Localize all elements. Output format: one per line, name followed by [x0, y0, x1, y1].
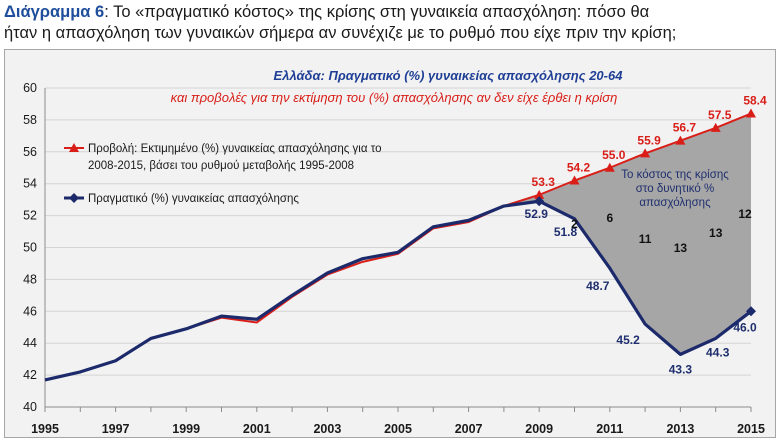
gap-value: 11	[639, 232, 652, 246]
figure-number: Διάγραμμα 6	[4, 3, 105, 21]
x-tick-label: 2003	[313, 422, 341, 436]
crisis-gap-fill	[503, 113, 751, 355]
legend-projection-label: Προβολή: Εκτιμημένο (%) γυναικείας απασχ…	[88, 143, 381, 155]
heading-text-1: : Το «πραγματικό κόστος» της κρίσης στη …	[104, 3, 650, 21]
crisis-cost-note: στο δυνητικό %	[636, 183, 714, 195]
x-tick-label: 1995	[31, 422, 59, 436]
projection-marker	[675, 135, 686, 145]
x-tick-label: 2007	[455, 422, 483, 436]
actual-marker	[746, 306, 756, 317]
projection-marker	[640, 148, 651, 158]
projection-marker	[534, 189, 545, 199]
actual-data-label: 51.8	[554, 225, 578, 239]
legend-actual-label: Πραγματικό (%) γυναικείας απασχόλησης	[88, 193, 299, 205]
data-labels: 53.3 54.2 55.0 55.9 56.7 57.5 58.4 52.9 51.8 48.7…	[525, 94, 767, 377]
y-tick-label: 60	[23, 81, 37, 95]
series-lines	[44, 108, 756, 382]
legend-projection-label: 2008-2015, βάσει του ρυθμού μεταβολής 19…	[88, 160, 354, 172]
x-tick-label: 2013	[666, 422, 694, 436]
actual-line	[44, 199, 752, 382]
projection-marker	[569, 175, 580, 185]
projection-data-label: 57.5	[708, 108, 732, 122]
x-tick-label: 2005	[384, 422, 412, 436]
projection-marker	[746, 108, 756, 118]
x-tick-label: 2001	[243, 422, 271, 436]
figure-heading: Διάγραμμα 6: Το «πραγματικό κόστος» της …	[4, 2, 780, 44]
gap-value: 2	[571, 217, 578, 231]
crisis-cost-note: Το κόστος της κρίσης	[621, 169, 729, 181]
x-tick-label: 2015	[737, 422, 765, 436]
y-tick-label: 50	[23, 241, 37, 255]
actual-data-label: 43.3	[669, 362, 693, 376]
heading-line-1: Διάγραμμα 6: Το «πραγματικό κόστος» της …	[4, 2, 780, 23]
x-tick-label: 2011	[596, 422, 623, 436]
gap-value: 12	[738, 207, 752, 221]
y-tick-label: 58	[23, 113, 37, 127]
crisis-cost-note: απασχόλησης	[639, 197, 711, 209]
actual-marker	[534, 196, 545, 207]
actual-data-label: 52.9	[525, 207, 549, 221]
projection-data-label: 53.3	[532, 175, 556, 189]
chart-subtitle: και προβολές για την εκτίμηση του (%) απ…	[171, 90, 618, 105]
y-tick-label: 46	[23, 304, 37, 318]
actual-data-label: 48.7	[586, 279, 610, 293]
axes: 40 42 44 46 48 50 52 54 56 58 60 1995 1997 1999 2001 20…	[23, 81, 765, 436]
projection-data-label: 56.7	[673, 121, 697, 135]
x-tick-label: 1997	[102, 422, 130, 436]
gap-value: 13	[709, 226, 723, 240]
y-tick-label: 56	[23, 145, 37, 159]
actual-data-label: 46.0	[733, 320, 757, 334]
projection-data-label: 58.4	[743, 94, 767, 108]
y-tick-label: 54	[23, 177, 37, 191]
actual-data-label: 44.3	[706, 345, 730, 359]
gap-value: 6	[606, 211, 613, 225]
heading-line-2: ήταν η απασχόληση των γυναικών σήμερα αν…	[4, 24, 677, 42]
y-tick-label: 42	[23, 368, 37, 382]
legend-actual-marker	[69, 193, 79, 203]
y-tick-label: 40	[23, 400, 37, 414]
chart-title: Ελλάδα: Πραγματικό (%) γυναικείας απασχό…	[274, 68, 624, 83]
projection-data-label: 54.2	[567, 161, 591, 175]
y-tick-label: 48	[23, 272, 37, 286]
crisis-cost-area	[503, 113, 751, 355]
y-tick-label: 52	[23, 209, 37, 223]
actual-data-label: 45.2	[616, 333, 640, 347]
projection-marker	[710, 122, 721, 132]
x-tick-label: 2009	[525, 422, 553, 436]
projection-marker	[604, 162, 615, 172]
legend: Προβολή: Εκτιμημένο (%) γυναικείας απασχ…	[64, 143, 381, 205]
projection-data-label: 55.9	[637, 133, 661, 147]
x-tick-label: 1999	[172, 422, 200, 436]
y-tick-label: 44	[23, 336, 37, 350]
gap-value: 13	[674, 241, 688, 255]
projection-data-label: 55.0	[602, 148, 626, 162]
legend-projection-marker	[69, 143, 79, 152]
